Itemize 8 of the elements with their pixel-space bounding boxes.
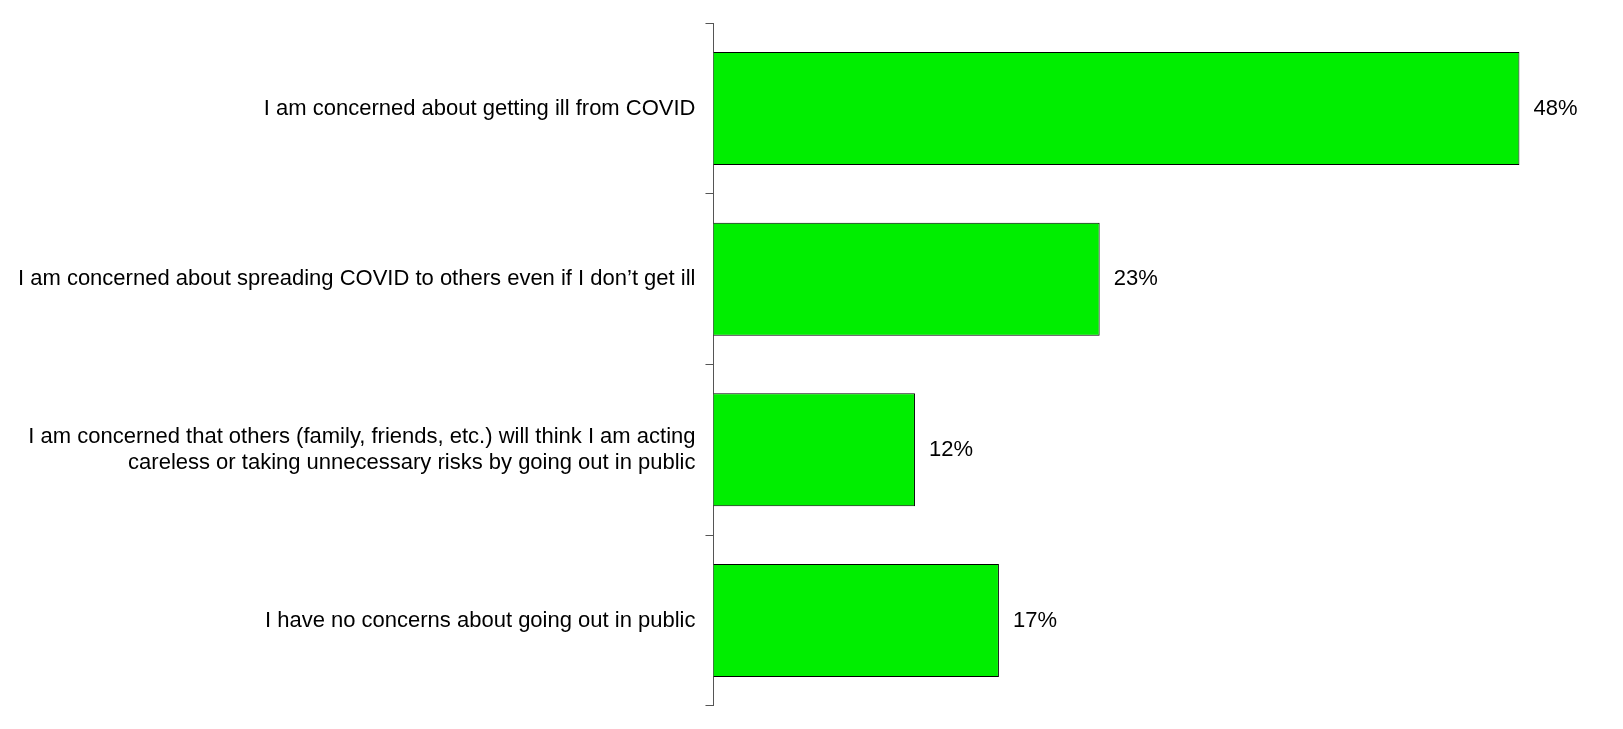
y-tick-label: I have no concerns about going out in public xyxy=(264,606,696,632)
data-label: 23% xyxy=(1113,265,1158,291)
data-label: 48% xyxy=(1533,94,1578,120)
data-label: 17% xyxy=(1012,606,1057,632)
y-tick-label: I am concerned about getting ill from COVID xyxy=(263,94,696,120)
y-tick-label: I am concerned that others (family, friends, etc.) will think I am acting careless or taking unnecessary risks by going out in public xyxy=(28,422,696,475)
data-label: 12% xyxy=(928,435,974,461)
y-tick-label: I am concerned about spreading COVID to others even if I don’t get ill xyxy=(17,265,696,291)
